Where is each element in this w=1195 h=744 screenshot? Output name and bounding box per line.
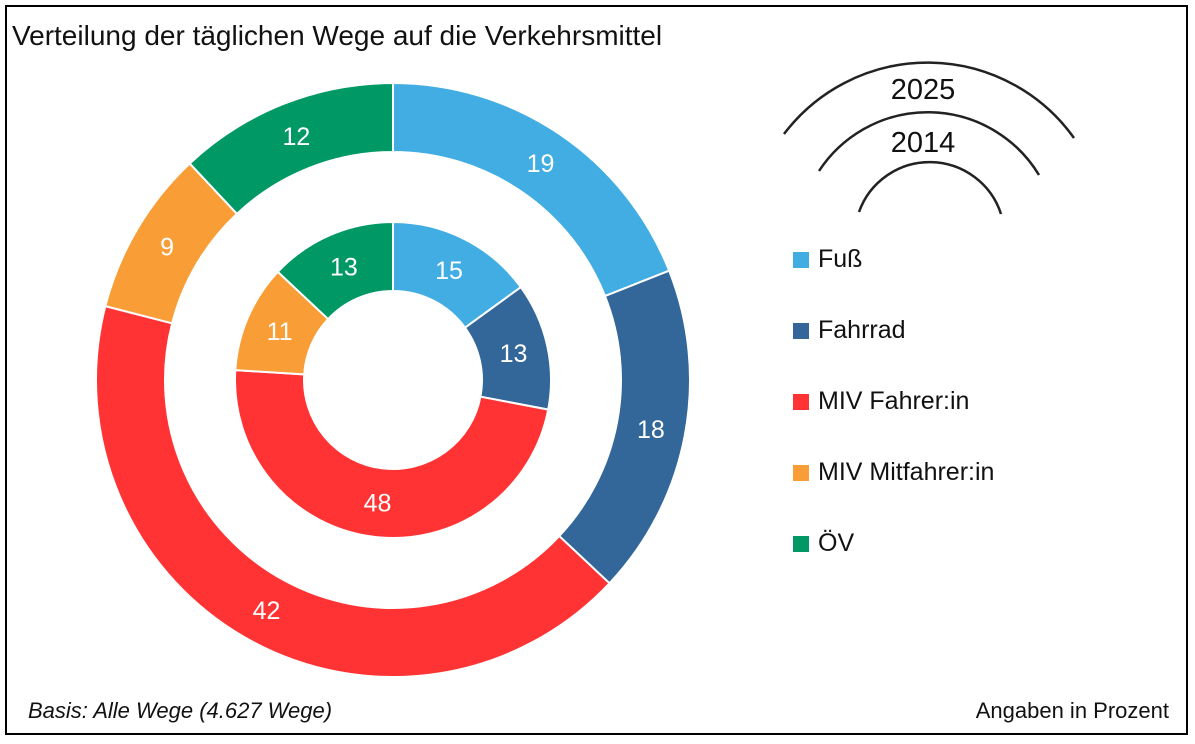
legend-label: Fahrrad: [818, 316, 906, 344]
data-label-2014-3: 11: [267, 318, 293, 346]
legend-item: MIV Mitfahrer:in: [793, 458, 994, 487]
ring-key-label-2014: 2014: [891, 127, 956, 159]
legend-swatch: [793, 464, 809, 481]
legend-swatch: [793, 535, 809, 552]
segment-2014-2: [234, 369, 550, 539]
data-label-2025-3: 9: [160, 233, 174, 261]
basis-note: Basis: Alle Wege (4.627 Wege): [28, 698, 333, 723]
segment-2025-2: [95, 304, 611, 678]
legend-label: MIV Fahrer:in: [818, 387, 970, 415]
legend-item: Fuß: [793, 245, 862, 274]
chart-title: Verteilung der täglichen Wege auf die Ve…: [12, 20, 663, 51]
legend-label: Fuß: [818, 245, 863, 273]
data-label-2014-2: 48: [364, 490, 392, 518]
data-label-2025-0: 19: [527, 150, 555, 178]
segment-2025-1: [557, 269, 691, 585]
legend-swatch: [793, 393, 809, 410]
legend-item: MIV Fahrer:in: [793, 387, 969, 416]
ring-key-arc-2: [857, 160, 1003, 215]
data-label-2014-4: 13: [330, 254, 358, 282]
ring-key-arc-1: [817, 111, 1041, 176]
chart-frame: [5, 5, 1188, 735]
legend-label: ÖV: [818, 529, 855, 557]
data-label-2014-1: 13: [500, 340, 528, 368]
ring-key-arc-0: [783, 61, 1076, 139]
segment-2014-4: [276, 220, 394, 321]
legend-item: ÖV: [793, 529, 854, 558]
legend-item: Fahrrad: [793, 316, 906, 345]
legend-swatch: [793, 251, 809, 268]
data-label-2025-2: 42: [253, 597, 281, 625]
legend-swatch: [793, 322, 809, 339]
data-label-2025-4: 12: [282, 123, 310, 151]
legend-label: MIV Mitfahrer:in: [818, 458, 995, 486]
unit-note: Angaben in Prozent: [975, 698, 1169, 723]
segment-2025-4: [188, 81, 394, 216]
data-label-2025-1: 18: [637, 416, 665, 444]
data-label-2014-0: 15: [435, 257, 463, 285]
ring-key-label-2025: 2025: [891, 74, 956, 106]
